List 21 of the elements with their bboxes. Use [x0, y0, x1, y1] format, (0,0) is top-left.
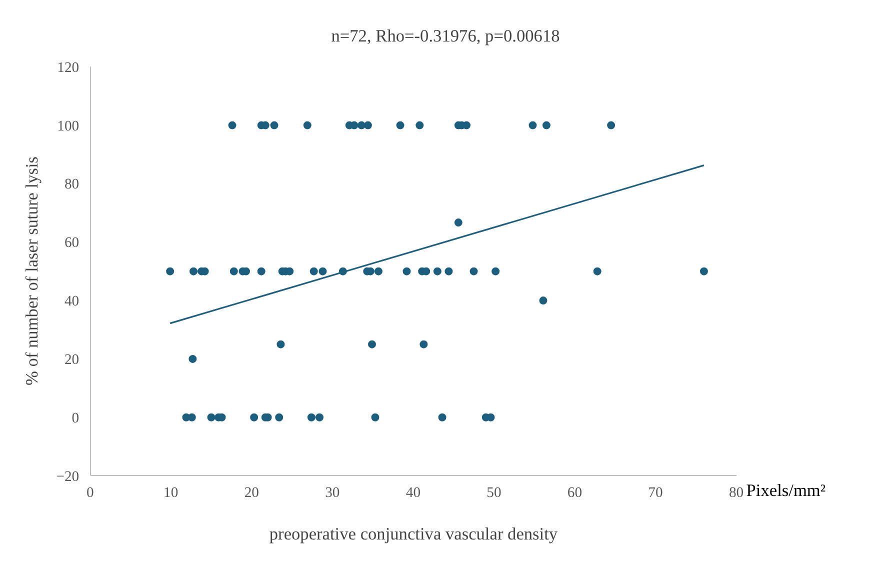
y-tick-label: −20 — [56, 468, 80, 485]
y-tick-label: 60 — [64, 235, 80, 252]
x-tick-label: 20 — [244, 484, 259, 501]
y-tick-label: 20 — [64, 352, 80, 368]
y-axis-title: % of number of laser suture lysis — [22, 156, 42, 386]
x-tick-label: 0 — [86, 484, 94, 501]
y-tick-label: 80 — [64, 176, 80, 193]
y-tick-label: 0 — [72, 410, 80, 426]
x-tick-label: 70 — [648, 484, 663, 501]
x-tick-label: 60 — [567, 484, 582, 501]
y-tick-label: 40 — [64, 294, 80, 310]
text: Pixels/mm² — [746, 480, 826, 500]
x-tick-label: 80 — [728, 484, 744, 501]
y-tick-label: 120 — [57, 60, 80, 76]
x-tick-label: 10 — [164, 484, 178, 501]
chart-title: n=72, Rho=-0.31976, p=0.00618 — [331, 26, 560, 46]
x-axis-title: preoperative conjunctiva vascular density — [269, 524, 558, 544]
x-tick-label: 50 — [486, 484, 502, 501]
x-tick-label: 30 — [325, 484, 340, 501]
y-tick-label: 100 — [57, 118, 80, 134]
x-tick-label: 40 — [406, 484, 421, 501]
